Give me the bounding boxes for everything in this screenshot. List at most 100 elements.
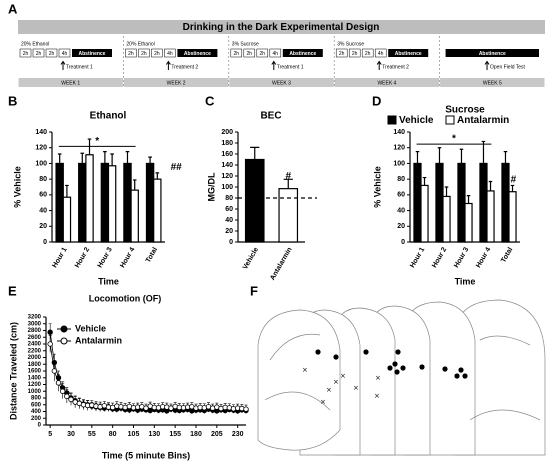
- y-tick-label: 60: [225, 206, 233, 213]
- y-tick-label: 40: [225, 217, 233, 224]
- x-axis-label: Time: [455, 276, 476, 286]
- session-label: 2h: [260, 51, 266, 57]
- error-bar: [57, 153, 62, 164]
- cannula-placements: [315, 349, 468, 379]
- x-tick-label: 230: [232, 431, 244, 438]
- y-tick-label: 0: [43, 239, 47, 246]
- week-label: WEEK 3: [272, 80, 291, 86]
- error-bar: [80, 152, 85, 164]
- session-label: 2h: [352, 51, 358, 57]
- y-tick-label: 2600: [28, 335, 42, 341]
- error-bar: [283, 178, 293, 189]
- y-tick-label: 800: [31, 396, 42, 402]
- y-tick-label: 1400: [28, 375, 42, 381]
- legend-label: Antalarmin: [75, 335, 122, 345]
- bar: [130, 189, 139, 243]
- chart-title: Ethanol: [90, 111, 127, 122]
- svg-text:×: ×: [374, 392, 380, 400]
- y-tick-label: 200: [221, 129, 233, 136]
- solution-label: 3% Sucrose: [337, 41, 364, 47]
- annotation: #: [511, 175, 517, 186]
- session-label: 4h: [273, 51, 279, 57]
- week-bar: [229, 78, 334, 87]
- error-bar: [125, 151, 130, 164]
- abstinence-box: [72, 49, 112, 57]
- bar: [153, 178, 162, 243]
- x-tick-label: 180: [190, 431, 202, 438]
- session-label: 2h: [365, 51, 371, 57]
- error-bar: [422, 176, 427, 186]
- point: [68, 396, 74, 403]
- annotation: *: [95, 136, 99, 147]
- panel-label: D: [372, 93, 381, 108]
- session-label: 2h: [23, 51, 29, 57]
- session-box: [45, 48, 58, 58]
- y-tick-label: 2200: [28, 348, 42, 354]
- design-title-bar: [18, 20, 545, 34]
- y-tick-label: 20: [397, 223, 405, 230]
- session-box: [32, 48, 45, 58]
- session-box: [19, 48, 32, 58]
- solution-label: 20% Ethanol: [126, 41, 154, 47]
- y-tick-label: 140: [35, 129, 47, 136]
- session-label: 2h: [234, 51, 240, 57]
- svg-text:×: ×: [302, 366, 308, 374]
- x-tick-label: 205: [211, 431, 223, 438]
- y-tick-label: 100: [35, 160, 47, 167]
- error-bar: [65, 184, 69, 198]
- legend-label: Antalarmin: [457, 115, 509, 126]
- error-bar: [132, 179, 137, 191]
- solution-label: 20% Ethanol: [21, 41, 49, 47]
- design-title: Drinking in the Dark Experimental Design: [183, 22, 380, 33]
- y-tick-label: 1600: [28, 369, 42, 375]
- session-label: 2h: [36, 51, 42, 57]
- error-bar: [155, 172, 160, 180]
- session-box: [335, 48, 348, 58]
- session-label: 4h: [167, 51, 173, 57]
- bar: [100, 162, 110, 243]
- solution-label: 3% Sucrose: [232, 41, 259, 47]
- session-label: 2h: [49, 51, 55, 57]
- x-tick-label: 105: [128, 431, 140, 438]
- week-label: WEEK 1: [61, 80, 80, 86]
- session-box: [269, 48, 282, 58]
- y-tick-label: 20: [225, 228, 233, 235]
- y-tick-label: 40: [39, 207, 47, 214]
- annotation: ##: [171, 162, 183, 173]
- panel-label: E: [8, 283, 17, 298]
- panel-label: B: [8, 93, 17, 108]
- y-tick-label: 0: [229, 239, 233, 246]
- y-tick-label: 3000: [28, 321, 42, 327]
- abstinence-label: Abstinence: [395, 51, 422, 57]
- y-tick-label: 40: [397, 207, 405, 214]
- abstinence-label: Abstinence: [479, 51, 506, 57]
- treatment-arrow: [271, 60, 277, 70]
- chart-title: BEC: [260, 111, 281, 122]
- bar: [486, 190, 495, 243]
- week-label: WEEK 2: [167, 80, 186, 86]
- legend-label: Vehicle: [399, 115, 434, 126]
- y-tick-label: 20: [39, 223, 47, 230]
- session-box: [230, 48, 243, 58]
- bar: [55, 162, 64, 243]
- y-tick-label: 100: [221, 184, 233, 191]
- session-box: [374, 48, 387, 58]
- y-tick-label: 80: [225, 195, 233, 202]
- abstinence-label: Abstinence: [79, 51, 106, 57]
- svg-text:×: ×: [375, 374, 381, 382]
- svg-text:×: ×: [333, 378, 339, 386]
- svg-text:×: ×: [340, 372, 346, 380]
- y-tick-label: 600: [31, 402, 42, 408]
- legend-swatch: [387, 115, 397, 125]
- y-axis-label: % Vehicle: [372, 166, 382, 208]
- treatment-arrow: [60, 60, 66, 70]
- x-axis-label: Time (5 minute Bins): [102, 450, 190, 460]
- error-bar: [103, 151, 107, 164]
- y-tick-label: 1800: [28, 362, 42, 368]
- y-tick-label: 60: [397, 192, 405, 199]
- bar: [145, 162, 155, 243]
- abstinence-box: [445, 49, 539, 57]
- y-tick-label: 1000: [28, 389, 42, 395]
- x-axis-label: Time: [98, 276, 119, 286]
- svg-text:×: ×: [353, 384, 359, 392]
